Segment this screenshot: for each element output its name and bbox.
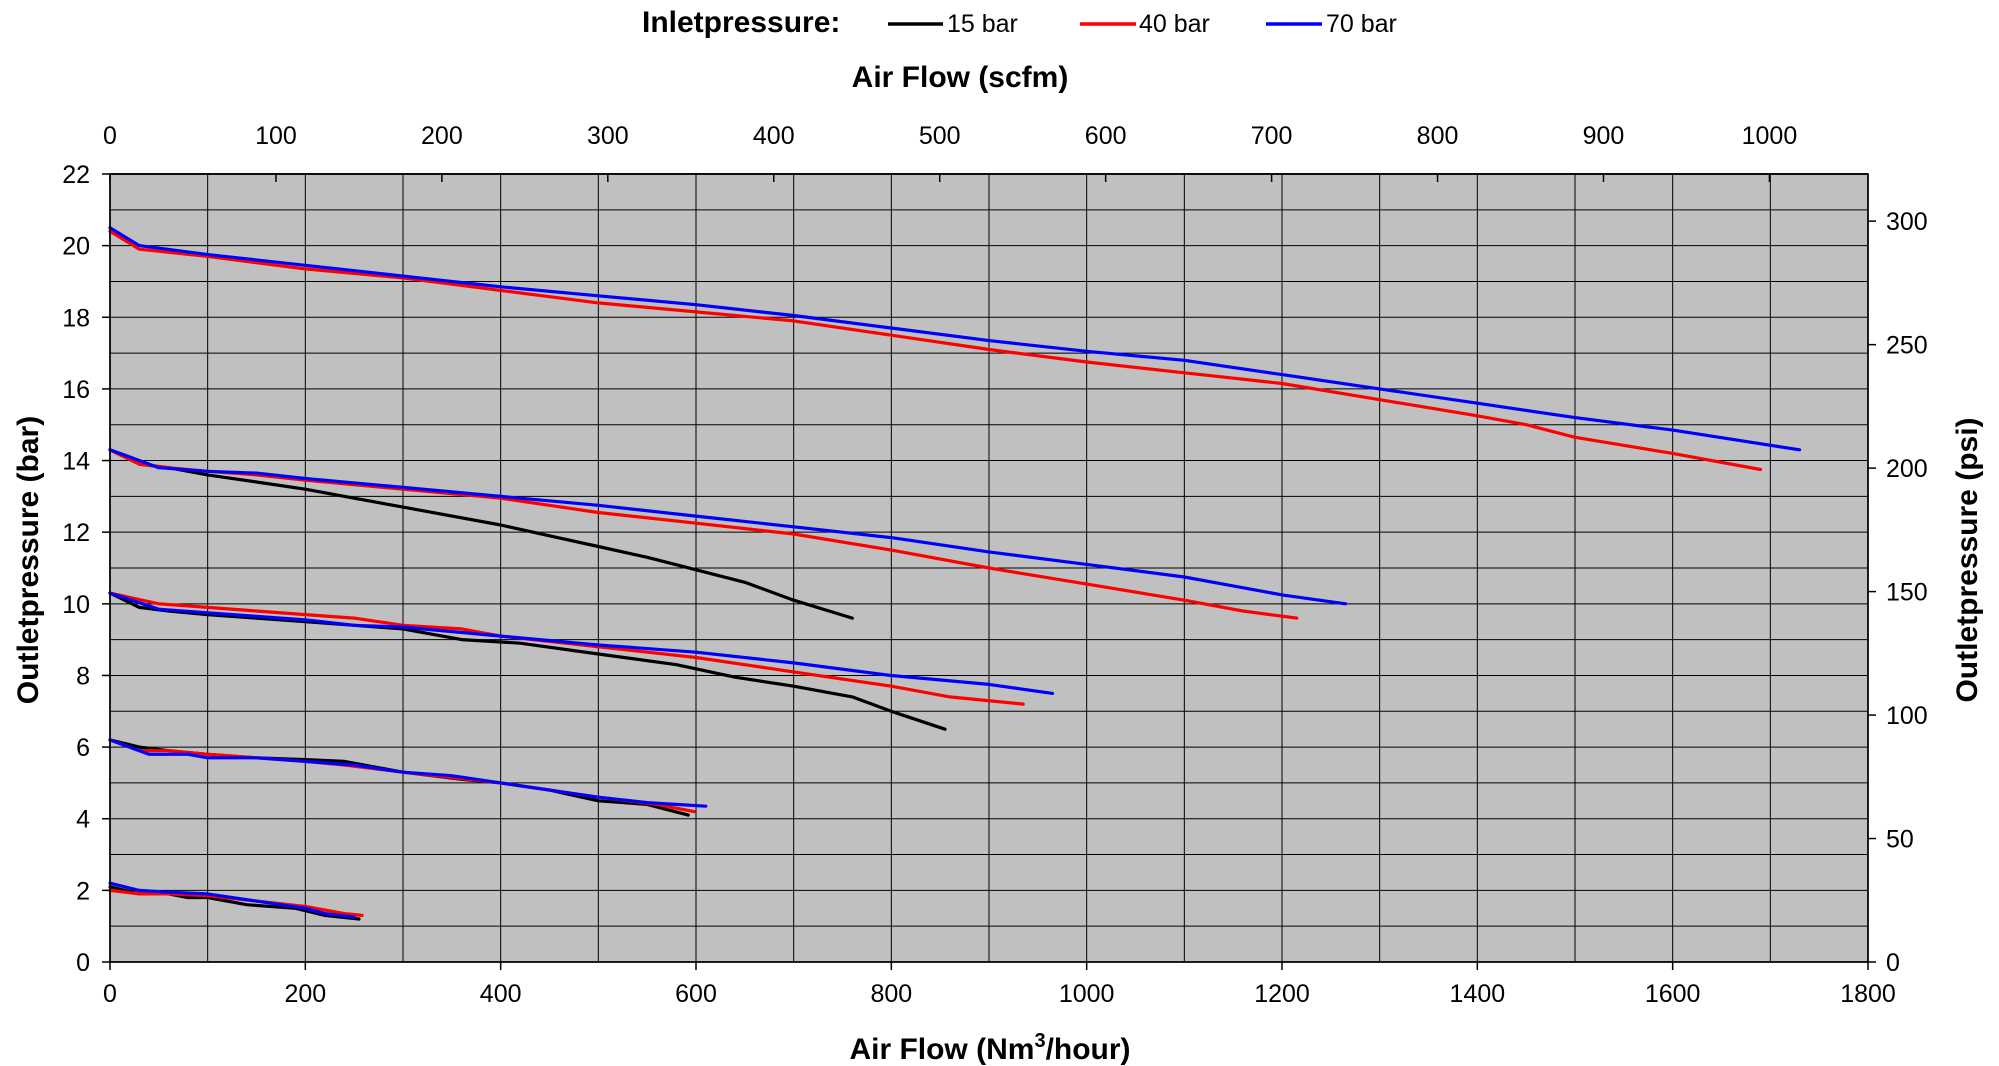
- x-bottom-tick-label: 600: [675, 980, 717, 1008]
- y-left-tick-label: 20: [62, 233, 90, 261]
- y-right-tick-label: 50: [1886, 826, 1914, 854]
- x-top-tick-label: 1000: [1742, 122, 1798, 150]
- legend-label-15-bar: 15 bar: [947, 10, 1018, 38]
- series-line-70-bar: [108, 591, 1055, 696]
- y-right-tick-label: 300: [1886, 208, 1928, 236]
- x-bottom-tick-label: 200: [284, 980, 326, 1008]
- legend-title: Inletpressure:: [642, 6, 840, 39]
- series-line-40-bar: [108, 591, 1025, 706]
- y-left-tick-label: 18: [62, 304, 90, 332]
- y-left-tick-label: 14: [62, 448, 90, 476]
- series-line-40-bar: [108, 229, 1763, 472]
- y-left-tick-label: 4: [76, 806, 90, 834]
- x-top-tick-label: 900: [1583, 122, 1625, 150]
- x-top-tick-label: 400: [753, 122, 795, 150]
- x-top-tick-label: 500: [919, 122, 961, 150]
- y-left-tick-label: 16: [62, 376, 90, 404]
- y-right-tick-label: 100: [1886, 702, 1928, 730]
- x-axis-top-title: Air Flow (scfm): [852, 61, 1069, 94]
- y-right-tick-label: 150: [1886, 579, 1928, 607]
- x-bottom-tick-label: 800: [870, 980, 912, 1008]
- legend-label-40-bar: 40 bar: [1139, 10, 1210, 38]
- x-top-tick-label: 100: [255, 122, 297, 150]
- x-axis-bottom-title: Air Flow (Nm3/hour): [849, 1030, 1130, 1066]
- x-top-tick-label: 600: [1085, 122, 1127, 150]
- bottom-axis: 0 200 400 600 800 1000 1200 1400 1600 1800: [103, 962, 1896, 1008]
- y-left-tick-label: 10: [62, 591, 90, 619]
- series-line-70-bar: [108, 226, 1802, 452]
- x-bottom-tick-label: 1400: [1450, 980, 1506, 1008]
- series-line-70-bar: [108, 448, 1348, 606]
- y-left-tick-label: 22: [62, 161, 90, 189]
- x-top-tick-label: 200: [421, 122, 463, 150]
- y-axis-right-title: Outletpressure (psi): [1951, 417, 1984, 702]
- y-left-tick-label: 6: [76, 734, 90, 762]
- legend: Inletpressure: 15 bar 40 bar 70 bar: [642, 6, 1397, 39]
- grid: [110, 174, 1868, 962]
- x-bottom-tick-label: 0: [103, 980, 117, 1008]
- y-left-tick-label: 8: [76, 662, 90, 690]
- legend-label-70-bar: 70 bar: [1326, 10, 1397, 38]
- x-bottom-tick-label: 400: [480, 980, 522, 1008]
- series-line-70-bar: [108, 738, 708, 808]
- y-right-tick-label: 0: [1886, 949, 1900, 977]
- x-top-tick-label: 300: [587, 122, 629, 150]
- series-group: [108, 226, 1802, 921]
- x-bottom-tick-label: 1800: [1840, 980, 1896, 1008]
- left-axis: 0 2 4 6 8 10 12 14 16 18 20 22: [62, 161, 110, 977]
- x-bottom-tick-label: 1200: [1254, 980, 1310, 1008]
- y-right-tick-label: 200: [1886, 455, 1928, 483]
- y-right-tick-label: 250: [1886, 332, 1928, 360]
- x-top-tick-label: 700: [1251, 122, 1293, 150]
- y-left-tick-label: 0: [76, 949, 90, 977]
- x-bottom-tick-label: 1000: [1059, 980, 1115, 1008]
- y-left-tick-label: 12: [62, 519, 90, 547]
- right-axis: 0 50 100 150 200 250 300: [1868, 208, 1928, 977]
- x-top-tick-label: 800: [1417, 122, 1459, 150]
- y-left-tick-label: 2: [76, 877, 90, 905]
- top-axis: 0 100 200 300 400 500 600 700 800 900 1000: [103, 122, 1868, 182]
- y-axis-left-title: Outletpressure (bar): [12, 416, 45, 704]
- series-line-70-bar: [108, 881, 356, 919]
- x-top-tick-label: 0: [103, 122, 117, 150]
- x-bottom-tick-label: 1600: [1645, 980, 1701, 1008]
